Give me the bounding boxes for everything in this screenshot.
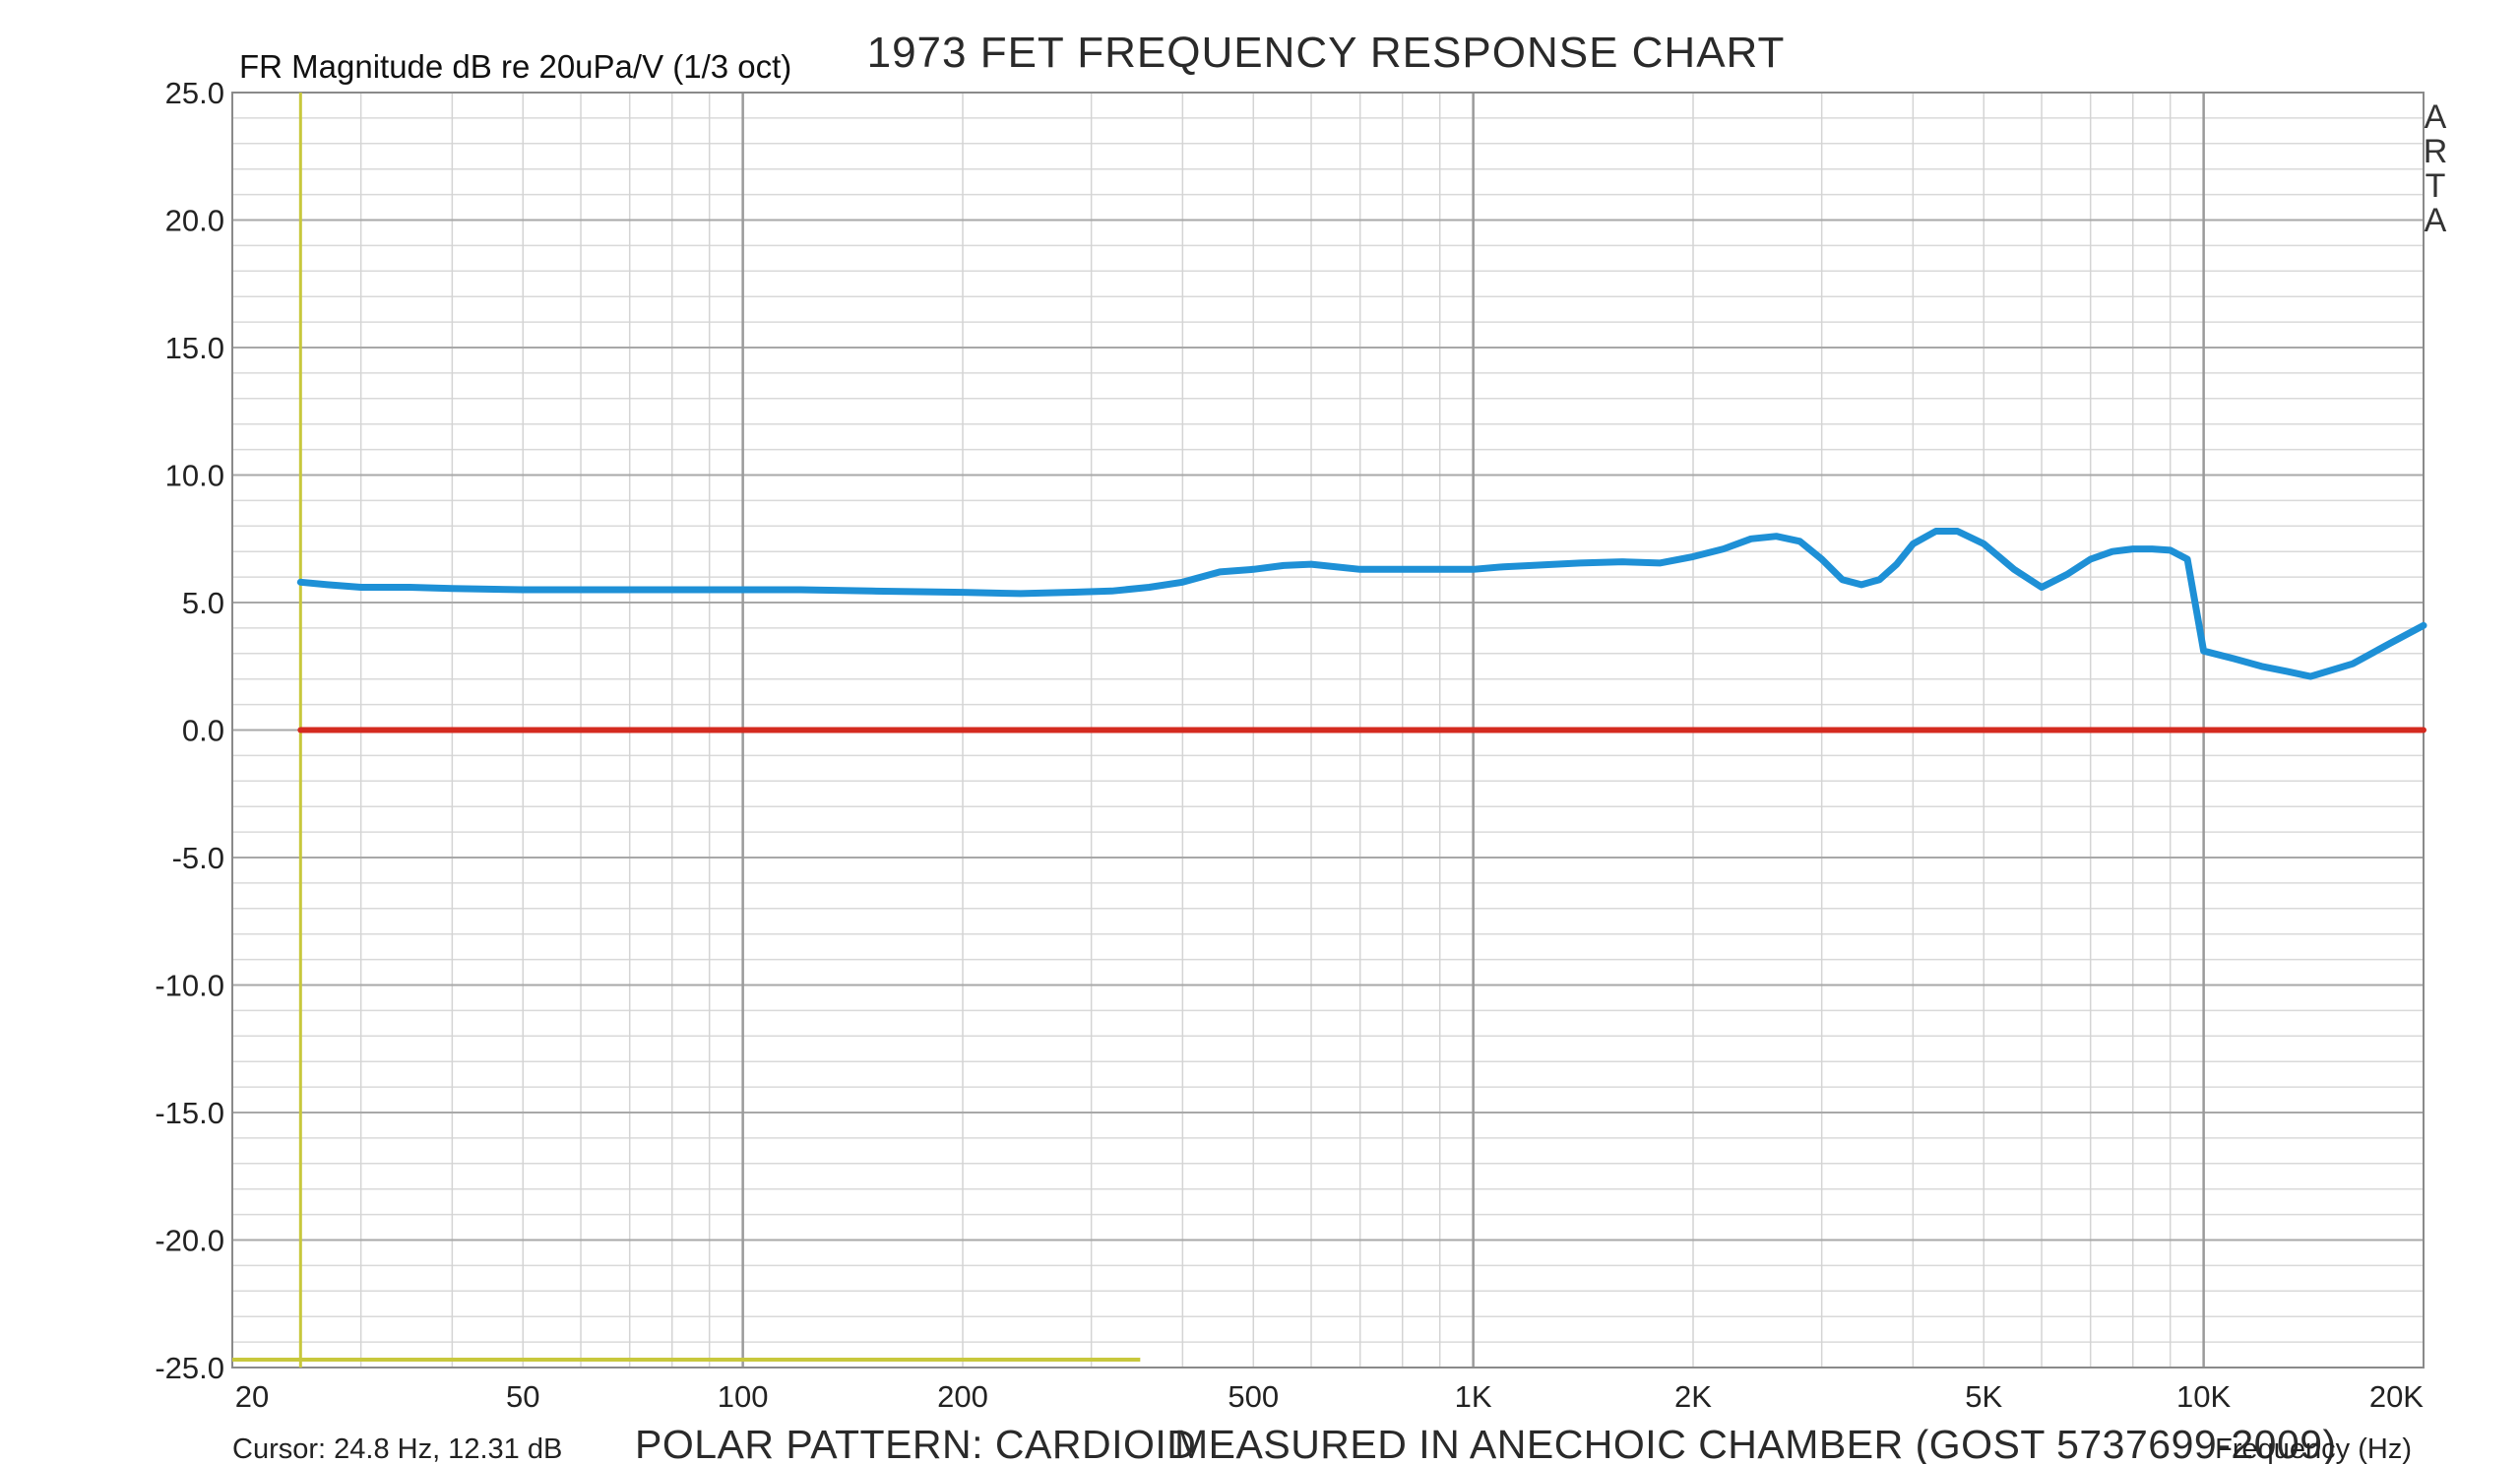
y-tick-label: -25.0 [155,1351,224,1385]
brand-letter-a2: A [2425,202,2447,239]
y-tick-label: 10.0 [165,459,224,493]
cursor-readout: Cursor: 24.8 Hz, 12.31 dB [232,1433,562,1464]
arta-brand: A R T A [2424,98,2448,239]
x-tick-label: 20K [2369,1379,2424,1414]
y-axis-label: FR Magnitude dB re 20uPa/V (1/3 oct) [239,48,791,85]
y-tick-label: 5.0 [182,586,224,620]
y-tick-label: -5.0 [172,841,224,875]
x-tick-label: 1K [1455,1379,1492,1414]
brand-letter-t: T [2426,167,2446,205]
x-tick-label: 200 [937,1379,988,1414]
y-tick-label: 0.0 [182,714,224,748]
x-tick-label: 10K [2176,1379,2231,1414]
chart-title: 1973 FET FREQUENCY RESPONSE CHART [867,29,1786,77]
y-tick-label: 25.0 [165,76,224,110]
y-tick-label: 15.0 [165,331,224,365]
chart-tick-labels: 25.0 20.0 15.0 10.0 5.0 0.0 -5.0 -10.0 -15.0 -20.… [155,76,2424,1414]
brand-letter-a1: A [2425,98,2447,136]
y-tick-label: -10.0 [155,969,224,1003]
brand-letter-r: R [2424,133,2448,170]
x-tick-label: 50 [506,1379,539,1414]
measurement-note: MEASURED IN ANECHOIC CHAMBER (GOST 57376… [1174,1422,2337,1464]
x-axis-label: Frequency (Hz) [2215,1433,2412,1464]
frequency-response-line [296,528,2427,680]
polar-pattern-note: POLAR PATTERN: CARDIOID [635,1422,1196,1464]
y-tick-label: -20.0 [155,1224,224,1258]
y-tick-label: 20.0 [165,204,224,238]
x-tick-label: 20 [235,1379,269,1414]
x-tick-label: 100 [718,1379,769,1414]
x-tick-label: 500 [1228,1379,1279,1414]
x-tick-label: 5K [1965,1379,2002,1414]
y-tick-label: -15.0 [155,1096,224,1130]
chart-series [296,528,2427,733]
x-tick-label: 2K [1674,1379,1712,1414]
